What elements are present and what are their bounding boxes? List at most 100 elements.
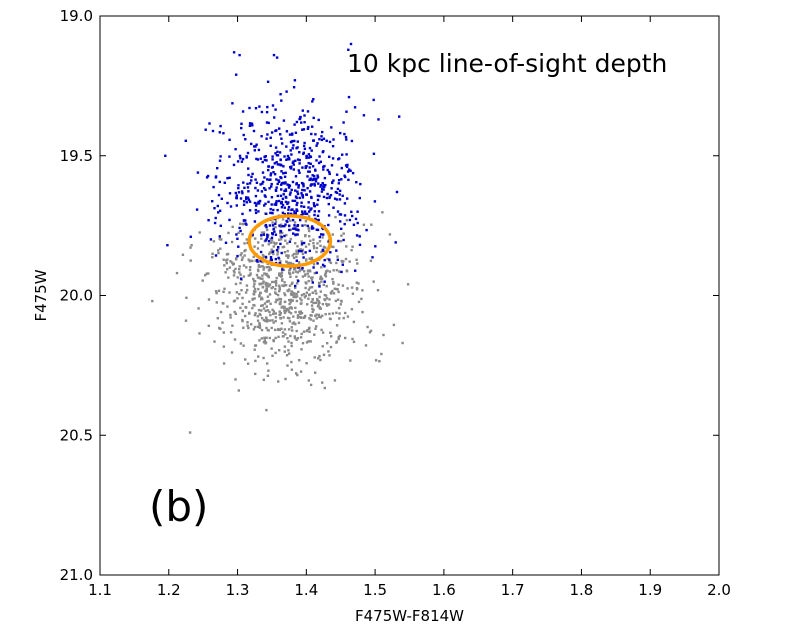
blue-star-point bbox=[303, 121, 306, 124]
blue-star-point bbox=[239, 157, 242, 160]
gray-star-point bbox=[261, 244, 264, 247]
blue-star-point bbox=[317, 182, 320, 185]
gray-star-point bbox=[281, 284, 284, 287]
gray-star-point bbox=[366, 325, 369, 329]
gray-star-point bbox=[244, 291, 248, 294]
gray-star-point bbox=[265, 284, 268, 288]
blue-star-point bbox=[302, 256, 305, 259]
gray-star-point bbox=[369, 259, 373, 262]
gray-star-point bbox=[325, 302, 328, 306]
gray-star-point bbox=[338, 334, 341, 338]
gray-star-point bbox=[274, 312, 277, 315]
blue-star-point bbox=[285, 158, 288, 161]
gray-star-point bbox=[230, 351, 234, 354]
blue-star-point bbox=[336, 258, 339, 261]
y-tick-label: 19.0 bbox=[60, 7, 93, 25]
gray-star-point bbox=[267, 269, 271, 272]
gray-star-point bbox=[264, 319, 267, 323]
blue-star-point bbox=[314, 180, 318, 183]
gray-star-point bbox=[260, 304, 263, 307]
blue-star-point bbox=[301, 188, 304, 192]
blue-star-point bbox=[316, 142, 319, 145]
gray-star-point bbox=[260, 237, 263, 240]
blue-star-point bbox=[284, 189, 288, 192]
gray-star-point bbox=[259, 265, 262, 268]
gray-star-point bbox=[320, 277, 323, 280]
gray-star-point bbox=[215, 301, 218, 304]
gray-star-point bbox=[258, 326, 262, 329]
gray-star-point bbox=[294, 322, 297, 326]
blue-star-point bbox=[310, 196, 313, 200]
blue-star-point bbox=[260, 110, 264, 114]
blue-star-point bbox=[311, 178, 314, 182]
blue-star-point bbox=[214, 216, 217, 220]
blue-star-point bbox=[337, 158, 340, 161]
blue-star-point bbox=[254, 208, 257, 212]
gray-star-point bbox=[232, 300, 236, 303]
gray-star-point bbox=[339, 303, 342, 306]
blue-star-point bbox=[264, 223, 268, 227]
gray-star-point bbox=[283, 311, 287, 315]
gray-star-point bbox=[253, 313, 257, 317]
gray-star-point bbox=[279, 298, 283, 301]
gray-star-point bbox=[351, 337, 354, 341]
blue-star-point bbox=[285, 90, 288, 93]
gray-star-point bbox=[263, 336, 266, 339]
blue-star-point bbox=[266, 235, 269, 239]
gray-star-point bbox=[300, 316, 303, 319]
gray-star-point bbox=[262, 356, 265, 360]
blue-star-point bbox=[251, 172, 254, 176]
gray-star-point bbox=[215, 291, 218, 295]
gray-star-point bbox=[261, 260, 264, 264]
blue-star-point bbox=[291, 139, 294, 143]
gray-star-point bbox=[223, 287, 226, 290]
blue-star-point bbox=[305, 193, 308, 196]
gray-star-point bbox=[231, 225, 234, 229]
gray-star-point bbox=[278, 349, 281, 352]
gray-star-point bbox=[246, 288, 249, 292]
gray-star-point bbox=[312, 319, 315, 322]
blue-star-point bbox=[323, 280, 326, 283]
blue-star-point bbox=[332, 206, 335, 209]
blue-star-point bbox=[238, 53, 241, 57]
x-tick-label: 1.5 bbox=[363, 581, 387, 599]
blue-star-point bbox=[316, 214, 320, 217]
gray-star-point bbox=[263, 272, 266, 275]
gray-star-point bbox=[256, 325, 260, 328]
blue-star-point bbox=[266, 233, 269, 236]
gray-star-point bbox=[310, 286, 314, 289]
gray-star-point bbox=[266, 328, 269, 332]
blue-star-point bbox=[259, 260, 262, 263]
blue-star-point bbox=[268, 178, 271, 181]
gray-star-point bbox=[230, 240, 234, 244]
gray-star-point bbox=[295, 282, 299, 285]
gray-star-point bbox=[317, 281, 321, 285]
gray-star-point bbox=[274, 226, 277, 229]
blue-star-point bbox=[270, 236, 274, 239]
gray-star-point bbox=[297, 290, 300, 294]
gray-star-point bbox=[341, 284, 345, 287]
blue-star-point bbox=[250, 122, 254, 125]
blue-star-point bbox=[374, 245, 377, 248]
blue-star-point bbox=[256, 260, 259, 263]
blue-star-point bbox=[322, 168, 325, 171]
blue-star-point bbox=[279, 242, 282, 246]
gray-star-point bbox=[295, 329, 298, 333]
gray-star-point bbox=[278, 272, 281, 275]
blue-star-point bbox=[264, 188, 267, 191]
gray-star-point bbox=[261, 277, 264, 280]
gray-star-point bbox=[296, 295, 299, 298]
blue-star-point bbox=[318, 194, 321, 198]
blue-star-point bbox=[327, 223, 330, 227]
gray-star-point bbox=[346, 287, 349, 290]
gray-star-point bbox=[263, 339, 266, 342]
gray-star-point bbox=[234, 282, 238, 286]
blue-star-point bbox=[275, 161, 278, 164]
blue-star-point bbox=[279, 164, 283, 167]
gray-star-point bbox=[317, 303, 320, 307]
gray-star-point bbox=[278, 297, 281, 301]
blue-star-point bbox=[282, 193, 285, 196]
gray-star-point bbox=[323, 386, 326, 390]
blue-star-point bbox=[296, 266, 300, 269]
gray-star-point bbox=[299, 302, 302, 305]
